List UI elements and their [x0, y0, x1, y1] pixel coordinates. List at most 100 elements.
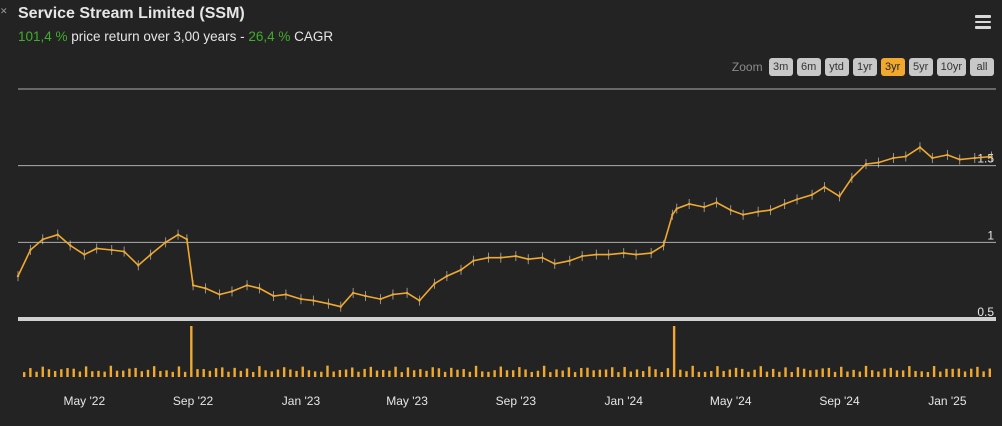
price-point: [795, 198, 799, 201]
volume-bar: [29, 368, 32, 377]
volume-bar: [134, 367, 137, 377]
price-point: [527, 258, 530, 261]
price-point: [810, 193, 814, 196]
volume-bar: [109, 365, 113, 377]
volume-bar: [821, 368, 824, 377]
volume-bar: [586, 367, 589, 377]
volume-bar: [728, 369, 732, 377]
price-point: [272, 294, 275, 298]
price-point: [433, 282, 436, 285]
volume-bar: [666, 368, 670, 377]
price-line: [17, 146, 992, 308]
volume-bar: [84, 366, 88, 377]
volume-bar: [47, 369, 51, 377]
volume-bar: [214, 368, 218, 377]
price-point: [299, 297, 303, 301]
volume-bar: [97, 370, 100, 377]
volume-bar: [326, 365, 329, 377]
price-point: [41, 238, 44, 241]
price-point: [769, 208, 772, 212]
price-point: [391, 293, 395, 296]
volume-bar: [765, 371, 769, 377]
volume-bar: [555, 369, 558, 377]
zoom-button-3m[interactable]: 3m: [768, 58, 793, 76]
volume-bar: [641, 371, 645, 377]
volume-bar: [493, 370, 496, 377]
volume-bar: [753, 369, 756, 377]
volume-bar: [245, 368, 249, 377]
volume-bar: [623, 366, 626, 377]
volume-bar: [877, 371, 880, 377]
price-point: [405, 291, 409, 295]
price-point: [327, 302, 330, 305]
volume-bar: [951, 368, 954, 377]
zoom-button-5yr[interactable]: 5yr: [908, 58, 933, 76]
price-point: [850, 176, 854, 180]
price-point: [877, 161, 880, 164]
volume-bar: [221, 367, 224, 377]
y-tick-label: 0.5: [977, 305, 994, 319]
price-point: [649, 251, 653, 255]
corner-mark: ✕: [0, 6, 8, 16]
price-point: [218, 293, 221, 296]
x-tick-label: Sep '22: [173, 394, 214, 408]
price-point: [904, 155, 908, 158]
volume-bar: [171, 371, 174, 377]
volume-bar: [734, 367, 738, 377]
price-point: [990, 155, 993, 158]
hamburger-menu-icon[interactable]: [975, 15, 991, 29]
zoom-button-10yr[interactable]: 10yr: [936, 58, 966, 76]
volume-bar: [252, 371, 255, 377]
volume-bar: [635, 369, 639, 377]
volume-bar: [437, 368, 441, 377]
volume-bar: [474, 365, 478, 377]
pane-separator: [18, 317, 996, 321]
volume-bar: [939, 371, 942, 377]
volume-bar: [128, 368, 131, 377]
zoom-button-1yr[interactable]: 1yr: [852, 58, 877, 76]
price-point: [607, 253, 610, 256]
zoom-button-6m[interactable]: 6m: [796, 58, 821, 76]
volume-bar: [282, 367, 286, 377]
volume-bar: [963, 371, 967, 377]
volume-bar: [146, 369, 150, 377]
zoom-button-ytd[interactable]: ytd: [824, 58, 849, 76]
zoom-label: Zoom: [731, 60, 763, 74]
volume-bar: [883, 368, 886, 377]
price-point: [838, 195, 841, 198]
volume-bar: [542, 365, 546, 377]
zoom-bar: Zoom 3m 6m ytd 1yr 3yr 5yr 10yr all: [732, 58, 994, 76]
price-point: [176, 233, 180, 236]
volume-bar: [790, 371, 793, 377]
price-return-text: price return over 3,00 years -: [67, 29, 249, 44]
volume-bar: [357, 371, 360, 377]
price-point: [459, 268, 463, 272]
volume-bar: [227, 371, 230, 377]
volume-bar: [196, 369, 199, 377]
zoom-button-all[interactable]: all: [970, 58, 994, 76]
price-point: [783, 202, 786, 206]
volume-bar: [672, 326, 676, 377]
price-point: [741, 213, 745, 216]
price-point: [499, 256, 503, 259]
price-point: [379, 297, 382, 301]
price-point: [258, 287, 261, 290]
y-tick-label: 1.5: [977, 152, 994, 166]
price-point: [595, 253, 598, 256]
price-point: [675, 207, 678, 210]
volume-bar: [165, 370, 168, 377]
volume-bar: [332, 371, 335, 377]
volume-bar: [524, 369, 527, 377]
price-point: [312, 299, 315, 302]
volume-bar: [741, 368, 744, 377]
volume-bar: [60, 369, 63, 377]
volume-bar: [363, 368, 366, 377]
volume-bar: [122, 370, 125, 377]
volume-bar: [35, 371, 38, 377]
price-point: [83, 253, 86, 256]
price-point: [284, 293, 288, 296]
price-point: [931, 156, 934, 160]
volume-bar: [239, 370, 243, 377]
zoom-button-3yr[interactable]: 3yr: [880, 58, 905, 76]
volume-bar: [778, 371, 781, 377]
